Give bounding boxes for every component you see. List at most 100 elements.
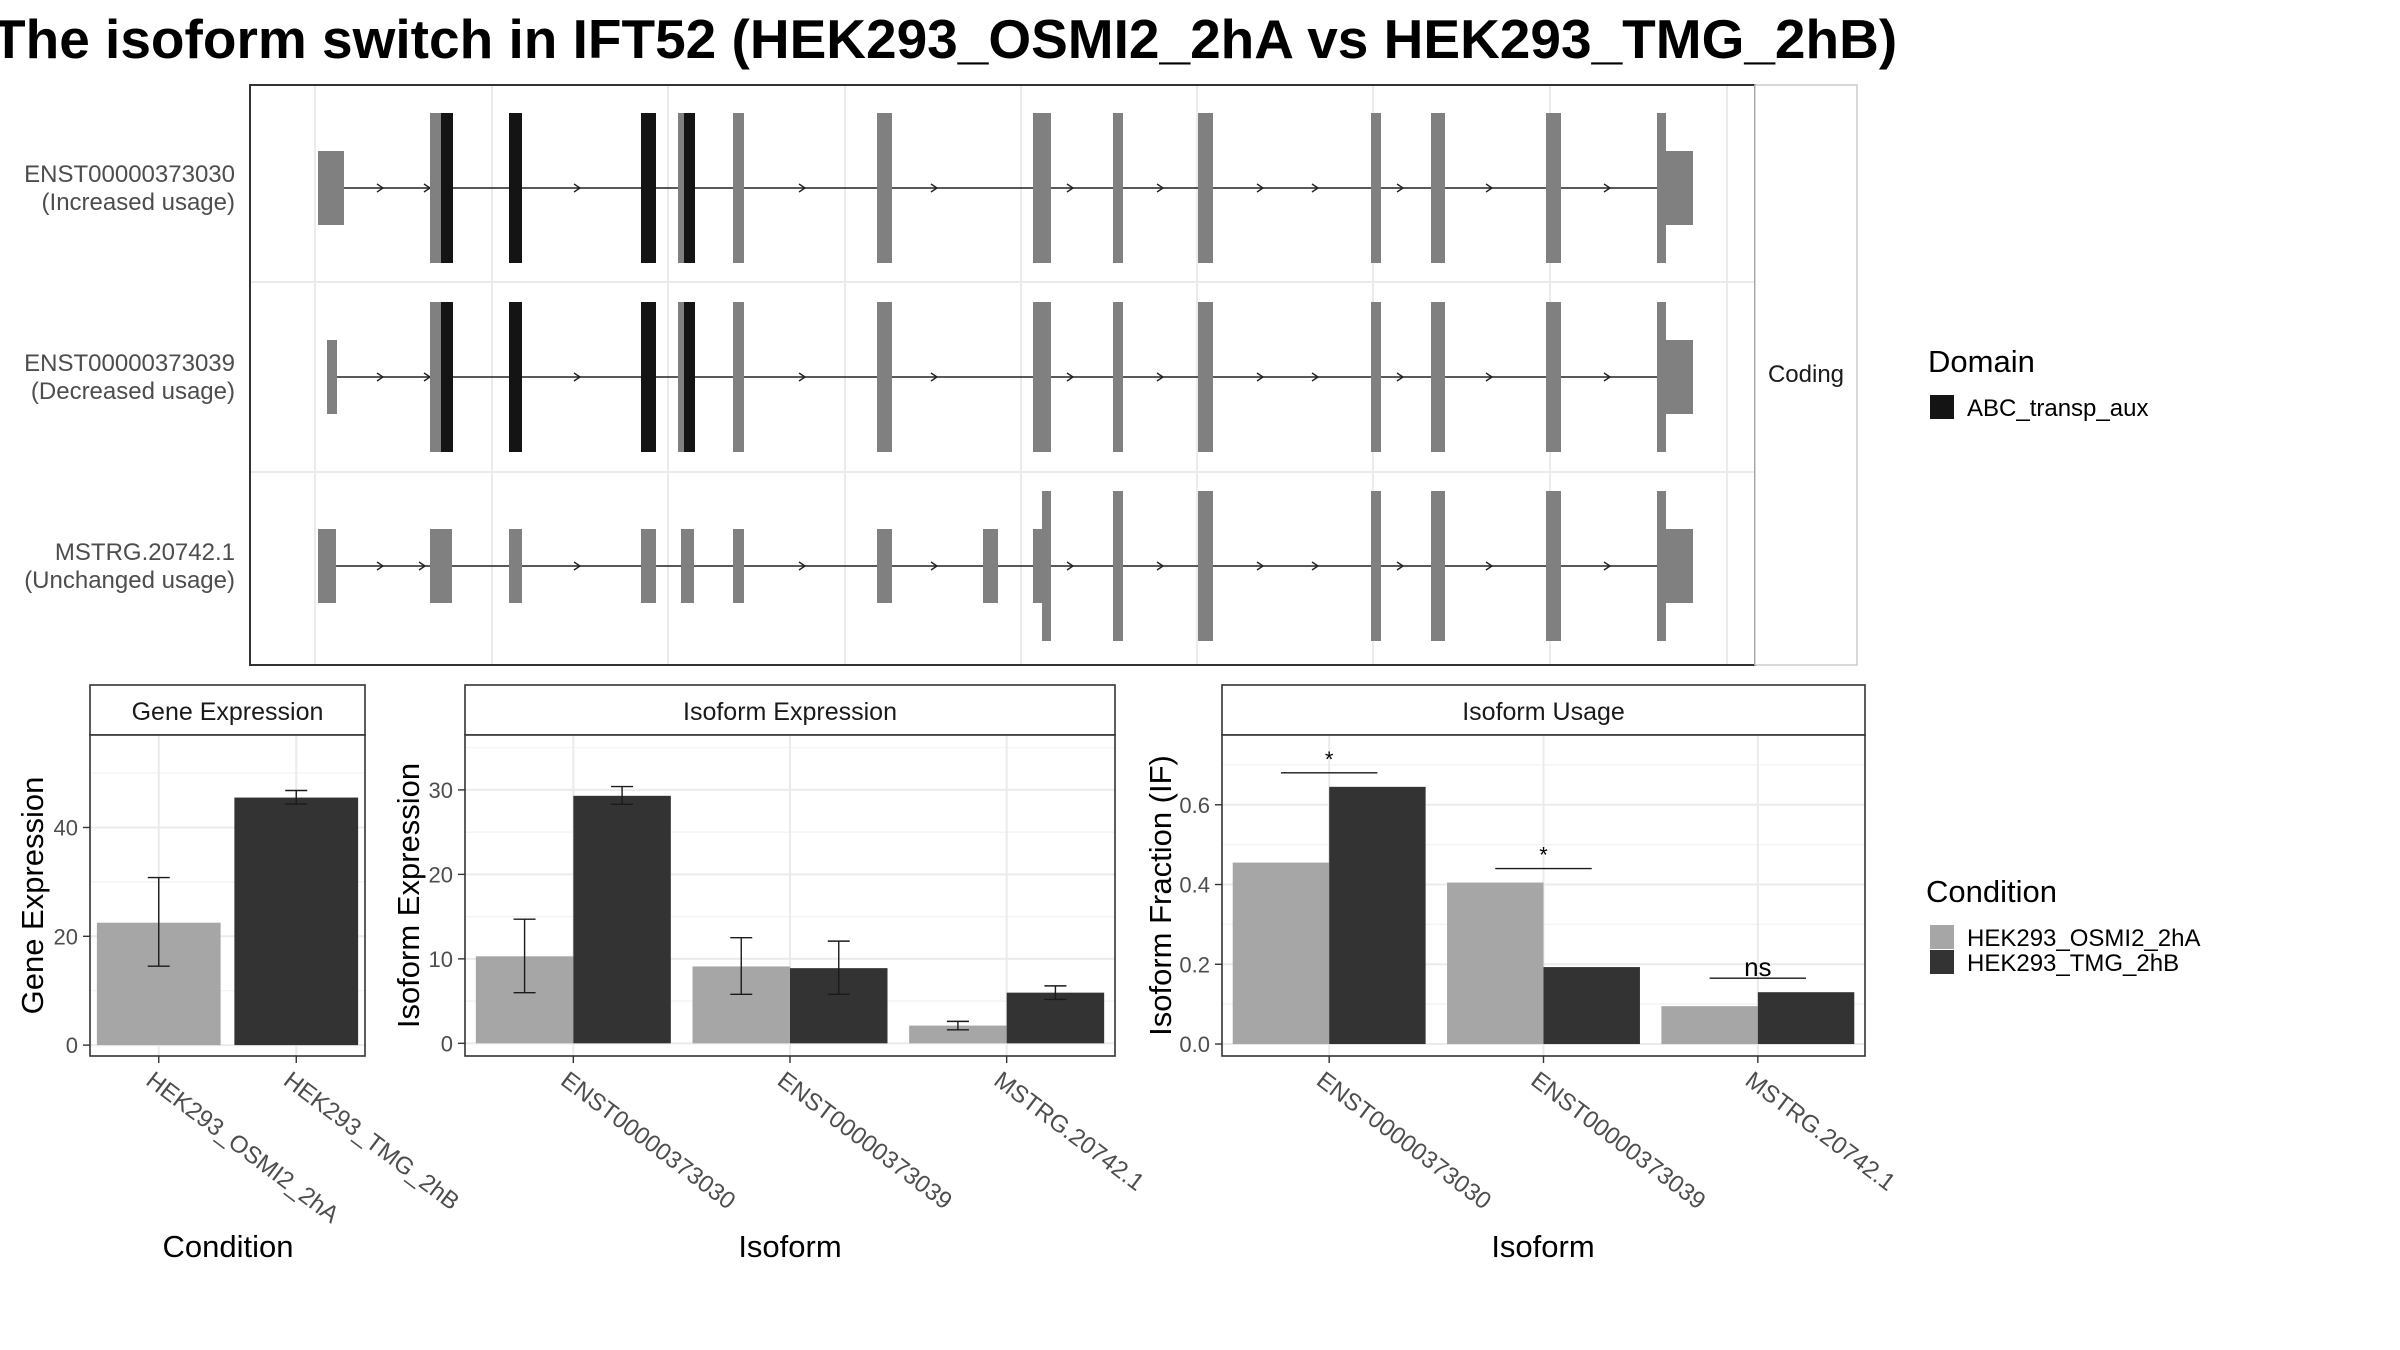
x-tick-label: MSTRG.20742.1 [989, 1067, 1149, 1197]
bar [1232, 862, 1330, 1045]
coding-exon [1198, 113, 1213, 263]
significance-label: * [1539, 843, 1548, 868]
x-axis-title: Isoform [738, 1229, 841, 1264]
strand-arrow [1256, 183, 1265, 193]
x-tick-label: ENST00000373030 [556, 1067, 741, 1215]
x-tick-label: ENST00000373039 [1526, 1067, 1711, 1215]
x-tick-label: MSTRG.20742.1 [1740, 1067, 1900, 1197]
strand-arrow [1603, 372, 1612, 382]
coding-exon [733, 302, 744, 452]
panel-strip [1221, 684, 1866, 736]
isoform-usage-label: (Unchanged usage) [24, 567, 235, 594]
y-tick-label: 20 [54, 924, 78, 949]
strand-arrow [930, 372, 939, 382]
panel-title: Isoform Expression [683, 698, 897, 726]
coding-exon [1033, 302, 1051, 452]
x-tick-label: ENST00000373030 [1311, 1067, 1496, 1215]
coding-exon [1371, 302, 1381, 452]
coding-exon [1042, 491, 1051, 641]
isoform-usage-label: (Decreased usage) [31, 378, 235, 405]
condition-legend-label-a: HEK293_OSMI2_2hA [1967, 925, 2200, 952]
utr-exon [1033, 529, 1042, 603]
strand-arrow [1066, 561, 1075, 571]
strand-arrow [1156, 372, 1165, 382]
facet-strip [1754, 84, 1858, 666]
utr-exon [318, 529, 336, 603]
coding-exon [1371, 491, 1381, 641]
facet-strip-label: Coding [1768, 361, 1844, 388]
coding-exon [430, 113, 442, 263]
coding-exon [1431, 302, 1445, 452]
bar [573, 795, 671, 1044]
condition-legend-title: Condition [1926, 874, 2057, 909]
coding-exon [1371, 113, 1381, 263]
strand-arrow [1256, 372, 1265, 382]
coding-exon [877, 302, 892, 452]
strand-arrow [1396, 183, 1405, 193]
y-tick-label: 0 [66, 1033, 78, 1058]
strand-arrow [1066, 372, 1075, 382]
y-axis-title: Isoform Fraction (IF) [1143, 755, 1178, 1036]
structure-panel-background [249, 84, 1756, 666]
coding-exon [1113, 491, 1123, 641]
strand-arrow [376, 183, 385, 193]
y-tick-label: 0.4 [1179, 873, 1210, 898]
utr-exon [430, 529, 452, 603]
coding-exon [678, 113, 684, 263]
utr-exon [1666, 529, 1693, 603]
y-tick-label: 40 [54, 815, 78, 840]
utr-exon [733, 529, 744, 603]
condition-legend-label-b: HEK293_TMG_2hB [1967, 950, 2179, 977]
bar [1447, 882, 1544, 1045]
strand-arrow [1485, 561, 1494, 571]
panel-title: Gene Expression [132, 698, 324, 726]
utr-exon [509, 529, 522, 603]
coding-exon [733, 113, 744, 263]
y-tick-label: 0.2 [1179, 952, 1210, 977]
coding-exon [678, 302, 684, 452]
strand-arrow [798, 183, 807, 193]
bar-panel: Isoform Expression 0 10 20 30 ENST00000373030… [391, 684, 1149, 1264]
strand-arrow [1485, 372, 1494, 382]
y-tick-label: 0.0 [1179, 1032, 1210, 1057]
domain-exon [509, 302, 522, 452]
condition-legend: Condition HEK293_OSMI2_2hA HEK293_TMG_2h… [1926, 874, 2200, 977]
bar [1543, 967, 1640, 1045]
figure-title: The isoform switch in IFT52 (HEK293_OSMI… [0, 8, 1897, 70]
domain-legend-swatch [1930, 395, 1954, 419]
strand-arrow [1256, 561, 1265, 571]
strand-arrow [573, 183, 582, 193]
y-tick-label: 0.6 [1179, 793, 1210, 818]
strand-arrow [1603, 561, 1612, 571]
strand-arrow [376, 372, 385, 382]
bar-panels: Gene Expression02040HEK293_OSMI2_2hAHEK2… [15, 684, 1900, 1264]
domain-exon [441, 113, 453, 263]
domain-exon [441, 302, 453, 452]
condition-legend-swatch-a [1930, 925, 1954, 949]
y-tick-label: 20 [429, 862, 453, 887]
domain-exon [509, 113, 522, 263]
domain-exon [684, 302, 695, 452]
domain-exon [641, 302, 656, 452]
bar [234, 797, 359, 1046]
coding-exon [1546, 491, 1561, 641]
strand-arrow [1396, 372, 1405, 382]
strand-arrow [798, 561, 807, 571]
panel-strip [464, 684, 1116, 736]
strand-arrow [1311, 183, 1320, 193]
strand-arrow [1311, 372, 1320, 382]
panel-title: Isoform Usage [1462, 698, 1625, 726]
utr-exon [681, 529, 694, 603]
isoform-track [318, 491, 1693, 641]
structure-tracks [318, 113, 1693, 641]
coding-exon [1113, 302, 1123, 452]
strand-arrow [1066, 183, 1075, 193]
coding-exon [1198, 302, 1213, 452]
significance-label: * [1325, 747, 1334, 772]
strand-arrow [1485, 183, 1494, 193]
coding-exon [1657, 113, 1666, 263]
coding-exon [1198, 491, 1213, 641]
strand-arrow [376, 561, 385, 571]
coding-exon [430, 302, 442, 452]
